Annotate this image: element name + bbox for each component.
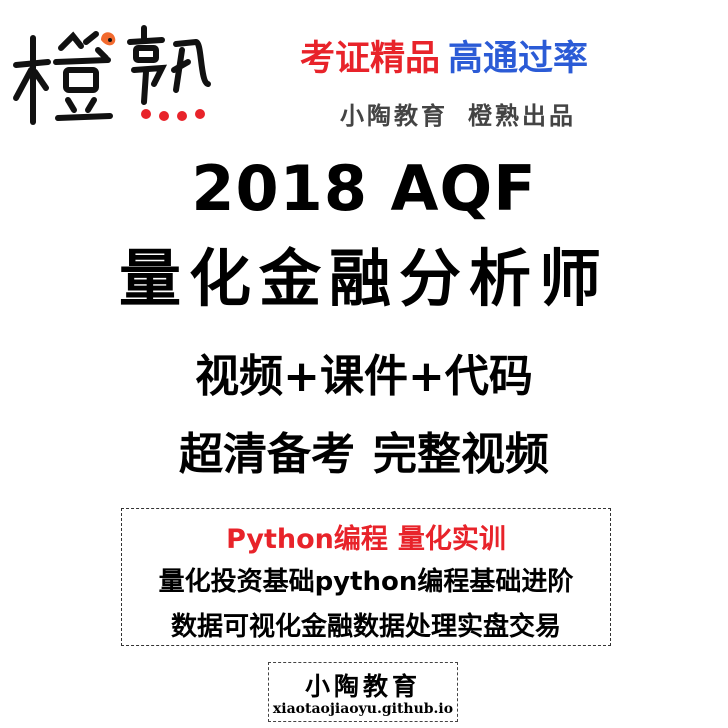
title-year: 2018 AQF	[191, 152, 537, 225]
title-main: 量化金融分析师	[118, 242, 609, 315]
box-title-training: 量化实训	[397, 524, 506, 555]
footer-stamp: 小陶教育 xiaotaojiaoyu.github.io	[268, 662, 458, 722]
header-tagline: 考证精品 高通过率	[300, 30, 720, 81]
publisher-line: 小陶教育 橙熟出品	[340, 96, 670, 131]
feature-line-2: 超清备考 完整视频	[0, 418, 728, 482]
tagline-exam-quality: 考证精品	[300, 39, 441, 79]
box-line-2: 数据可视化金融数据处理实盘交易	[170, 612, 561, 642]
logo-dots-accent	[141, 109, 205, 121]
footer-name: 小陶教育	[304, 672, 421, 701]
box-title: Python编程 量化实训	[122, 517, 610, 556]
publisher-name: 小陶教育	[340, 101, 448, 130]
logo-graphic	[13, 25, 211, 125]
box-title-python: Python编程	[226, 524, 388, 555]
course-content-box: Python编程 量化实训 量化投资基础python编程基础进阶 数据可视化金融数…	[121, 508, 611, 646]
logo-leaf-accent	[101, 32, 116, 46]
feature-full-video: 完整视频	[373, 429, 549, 480]
publisher-brand: 橙熟出品	[468, 101, 576, 130]
feature-hd: 超清备考	[179, 429, 355, 480]
footer-url: xiaotaojiaoyu.github.io	[272, 701, 454, 717]
brand-logo	[6, 10, 236, 130]
tagline-pass-rate: 高通过率	[448, 39, 589, 79]
box-line-1: 量化投资基础python编程基础进阶	[158, 567, 574, 597]
feature-line-1: 视频+课件+代码	[195, 351, 533, 402]
